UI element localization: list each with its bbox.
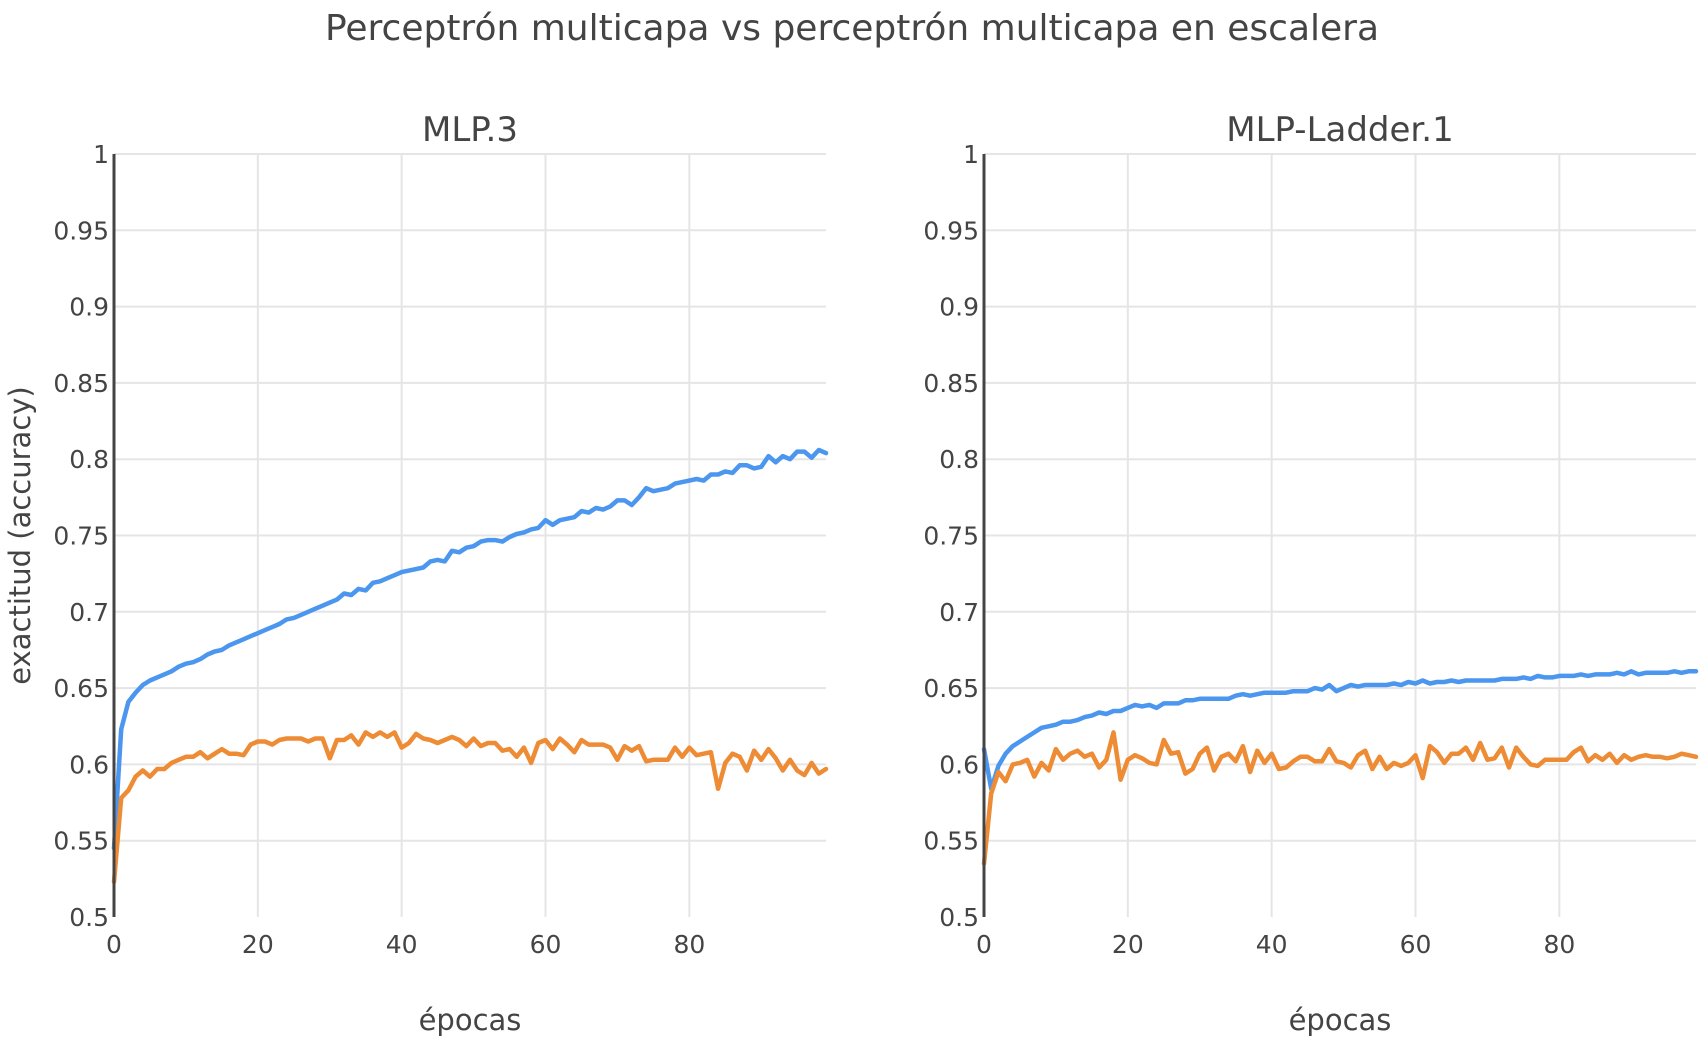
y-tick-label: 0.9 [939,293,979,322]
x-tick-label: 20 [1112,930,1144,959]
y-axis-label: exactitud (accuracy) [3,386,37,684]
subplot-mlp-ladder1: MLP-Ladder.1 0.5 0.55 0.6 0.65 0.7 0.75 0.8 0.85… [923,110,1699,1037]
x-axis-label: épocas [1289,1003,1392,1037]
subplot-mlp3: MLP.3 0.5 0.55 0.6 0.65 0.7 0.75 0.8 0.85 0.9 0.95… [3,110,829,1037]
subplot-title: MLP.3 [422,110,518,150]
series-line-orange [111,730,829,885]
x-tick-label: 80 [673,930,705,959]
y-tick-label: 1 [93,140,109,169]
series-line-orange [981,730,1699,866]
y-tick-label: 0.55 [923,827,979,856]
y-tick-label: 0.6 [939,750,979,779]
y-tick-label: 0.55 [53,827,109,856]
x-tick-label: 20 [242,930,274,959]
y-tick-label: 0.85 [53,369,109,398]
x-tick-label: 40 [1256,930,1288,959]
y-tick-label: 0.8 [939,445,979,474]
y-tick-label: 0.8 [69,445,109,474]
y-tick-label: 0.65 [923,674,979,703]
x-tick-label: 60 [1400,930,1432,959]
y-tick-label: 0.95 [53,216,109,245]
series-line-blue [981,669,1699,792]
y-tick-label: 0.5 [939,903,979,932]
subplot-title: MLP-Ladder.1 [1226,110,1453,150]
y-tick-label: 0.85 [923,369,979,398]
y-tick-label: 0.5 [69,903,109,932]
x-tick-label: 60 [530,930,562,959]
y-tick-label: 0.6 [69,750,109,779]
x-tick-label: 0 [106,930,122,959]
series-line-blue [111,447,829,851]
y-tick-label: 0.95 [923,216,979,245]
y-tick-label: 0.9 [69,293,109,322]
y-tick-label: 1 [963,140,979,169]
y-tick-label: 0.7 [939,598,979,627]
y-tick-label: 0.65 [53,674,109,703]
x-tick-label: 80 [1543,930,1575,959]
x-tick-label: 40 [386,930,418,959]
y-tick-label: 0.7 [69,598,109,627]
y-tick-label: 0.75 [53,522,109,551]
figure-title: Perceptrón multicapa vs perceptrón multi… [325,8,1379,49]
x-tick-label: 0 [976,930,992,959]
x-axis-label: épocas [419,1003,522,1037]
y-tick-label: 0.75 [923,522,979,551]
